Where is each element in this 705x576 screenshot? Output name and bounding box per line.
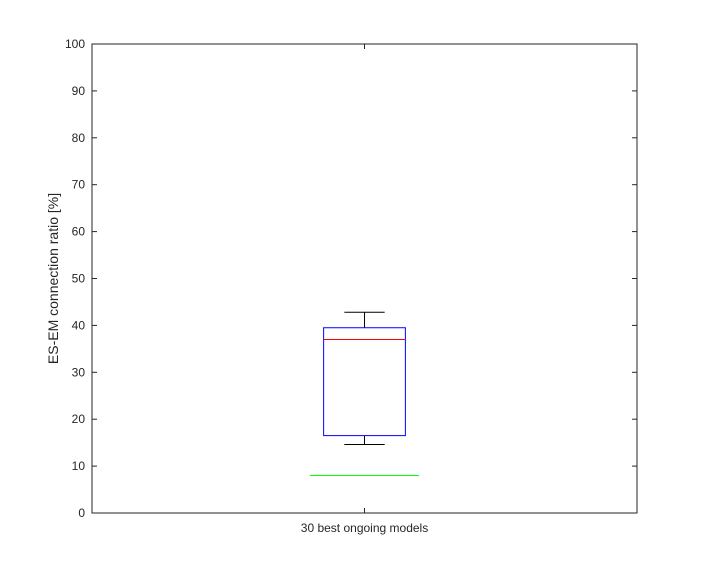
y-tick-label: 90 (72, 84, 86, 98)
y-axis-label: ES-EM connection ratio [%] (45, 193, 61, 364)
y-tick-label: 0 (78, 506, 85, 520)
y-tick-label: 30 (72, 365, 86, 379)
plot-area (91, 43, 638, 514)
box-iqr (323, 327, 406, 437)
y-tick-label: 70 (72, 178, 86, 192)
y-tick-label: 80 (72, 131, 86, 145)
y-tick-label: 40 (72, 318, 86, 332)
x-axis-ticks: 30 best ongoing models (301, 44, 428, 535)
y-tick-label: 50 (72, 272, 86, 286)
y-tick-label: 100 (65, 37, 85, 51)
y-tick-label: 20 (72, 412, 86, 426)
y-tick-label: 60 (72, 225, 86, 239)
x-tick-label: 30 best ongoing models (301, 521, 428, 535)
box-plot (310, 311, 419, 476)
y-axis-ticks: 0 10 20 30 40 50 60 70 80 90 100 (65, 37, 637, 520)
y-tick-label: 10 (72, 459, 86, 473)
